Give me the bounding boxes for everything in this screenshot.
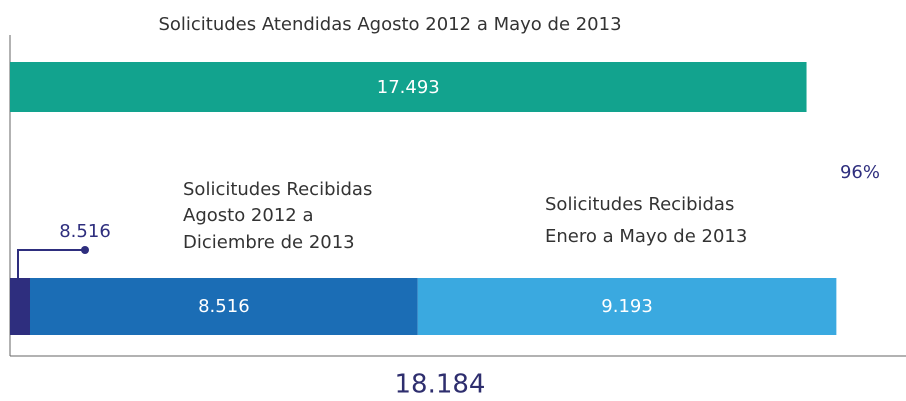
bar-segment: [417, 278, 837, 335]
callout-label: 8.516: [59, 221, 111, 242]
chart-title: Solicitudes Atendidas Agosto 2012 a Mayo…: [158, 14, 621, 35]
callout-dot: [81, 246, 89, 254]
total-label: 18.184: [395, 370, 486, 400]
segment-name: Diciembre de 2013: [183, 232, 355, 253]
bar-label: 8.516: [198, 296, 250, 317]
segment-name: Agosto 2012 a: [183, 205, 313, 226]
callout-line: [17, 249, 85, 278]
segment-name: Solicitudes Recibidas: [545, 194, 734, 215]
segment-name: Enero a Mayo de 2013: [545, 226, 747, 247]
callout-block: [10, 278, 30, 335]
segment-name: Solicitudes Recibidas: [183, 179, 372, 200]
bar: [10, 62, 807, 112]
bar-label: 9.193: [601, 296, 653, 317]
bar-label: 17.493: [377, 77, 440, 98]
percent-label: 96%: [840, 162, 880, 183]
bar-segment: [30, 278, 418, 335]
